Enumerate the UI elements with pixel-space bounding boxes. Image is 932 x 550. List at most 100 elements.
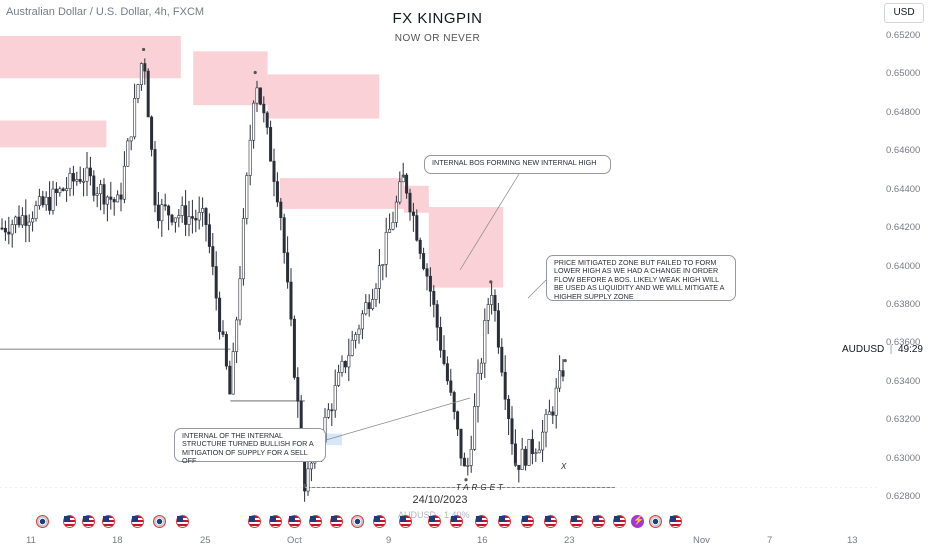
- event-flag-icon[interactable]: [309, 515, 322, 528]
- candle-body: [493, 295, 497, 311]
- event-flag-icon[interactable]: [82, 515, 95, 528]
- candle-body: [190, 216, 194, 219]
- event-flag-icon[interactable]: [475, 515, 488, 528]
- event-flag-icon[interactable]: [269, 515, 282, 528]
- price-tick: 0.63400: [886, 375, 921, 387]
- candle-body: [388, 228, 392, 233]
- candle-body: [136, 84, 140, 99]
- event-flag-icon[interactable]: [613, 515, 626, 528]
- candle-body: [105, 196, 109, 205]
- key-point-3: [402, 174, 406, 178]
- event-flag-icon[interactable]: [669, 515, 682, 528]
- candle-body: [286, 252, 290, 283]
- event-flag-icon[interactable]: [330, 515, 343, 528]
- candle-body: [483, 320, 487, 364]
- event-flag-icon[interactable]: [631, 515, 644, 528]
- candle-body: [51, 188, 55, 211]
- candle-body: [411, 211, 415, 216]
- time-tick: 13: [847, 535, 858, 546]
- candle-body: [408, 192, 412, 213]
- event-flag-icon[interactable]: [153, 515, 166, 528]
- zone-supply-4: [280, 178, 404, 209]
- event-flag-icon[interactable]: [399, 515, 412, 528]
- annotation-internal-structure[interactable]: INTERNAL OF THE INTERNAL STRUCTURE TURNE…: [174, 428, 326, 465]
- candle-body: [119, 194, 123, 200]
- candle-body: [507, 398, 511, 419]
- price-tick: 0.64400: [886, 183, 921, 195]
- price-tick: 0.64000: [886, 260, 921, 272]
- candle-body: [384, 232, 388, 265]
- candle-body: [357, 328, 361, 335]
- event-flag-icon[interactable]: [36, 515, 49, 528]
- event-flag-icon[interactable]: [544, 515, 557, 528]
- key-point-7: [563, 359, 567, 363]
- event-flag-icon[interactable]: [373, 515, 386, 528]
- event-flag-icon[interactable]: [63, 515, 76, 528]
- candle-body: [150, 116, 154, 150]
- event-flag-icon[interactable]: [570, 515, 583, 528]
- time-tick: 11: [26, 535, 36, 546]
- candle-body: [248, 139, 252, 176]
- candle-body: [252, 102, 256, 141]
- candle-body: [333, 385, 337, 411]
- candle-body: [517, 464, 521, 470]
- candle-body: [14, 216, 18, 225]
- candle-body: [75, 179, 79, 182]
- event-flag-icon[interactable]: [102, 515, 115, 528]
- candle-body: [503, 371, 507, 400]
- candle-body: [279, 201, 283, 218]
- currency-button[interactable]: USD: [884, 3, 924, 23]
- candle-body: [374, 288, 378, 300]
- chart-title: FX KINGPIN: [392, 10, 483, 27]
- candle-body: [476, 372, 480, 407]
- candle-body: [428, 275, 432, 292]
- symbol-info[interactable]: Australian Dollar / U.S. Dollar, 4h, FXC…: [6, 6, 205, 18]
- annotation-price-mitigated[interactable]: PRICE MITIGATED ZONE BUT FAILED TO FORM …: [546, 255, 736, 301]
- event-flag-icon[interactable]: [649, 515, 662, 528]
- candle-body: [41, 196, 45, 206]
- candle-body: [473, 406, 477, 450]
- candle-body: [330, 409, 334, 412]
- time-tick: 7: [767, 535, 773, 546]
- candle-body: [160, 204, 164, 222]
- candle-body: [282, 217, 286, 254]
- time-tick: 25: [200, 535, 211, 546]
- candle-body: [442, 349, 446, 364]
- zone-supply-3: [267, 74, 380, 119]
- event-flag-icon[interactable]: [248, 515, 261, 528]
- separator: |: [887, 344, 896, 355]
- candle-body: [337, 372, 341, 386]
- candle-body: [146, 70, 150, 118]
- candle-body: [214, 266, 218, 299]
- event-flag-icon[interactable]: [498, 515, 511, 528]
- candle-body: [235, 319, 239, 352]
- price-tick: 0.65200: [886, 30, 921, 41]
- event-flag-icon[interactable]: [176, 515, 189, 528]
- candle-body: [194, 217, 198, 221]
- candle-body: [360, 313, 364, 330]
- event-flag-icon[interactable]: [450, 515, 463, 528]
- event-flag-icon[interactable]: [288, 515, 301, 528]
- event-flag-icon[interactable]: [521, 515, 534, 528]
- event-flag-icon[interactable]: [592, 515, 605, 528]
- event-flag-icon[interactable]: [428, 515, 441, 528]
- price-tick: 0.63800: [886, 298, 921, 310]
- annotation-internal-bos[interactable]: INTERNAL BOS FORMING NEW INTERNAL HIGH: [424, 155, 611, 174]
- candle-body: [238, 278, 242, 321]
- crosshair-date-label: 24/10/2023: [412, 494, 468, 506]
- zone-supply-2: [193, 51, 268, 106]
- event-flag-icon[interactable]: [351, 515, 364, 528]
- countdown-label: 49:29: [897, 344, 923, 355]
- event-flag-icon[interactable]: [131, 515, 144, 528]
- candle-body: [17, 216, 21, 226]
- candle-body: [296, 377, 300, 402]
- candle-body: [544, 413, 548, 433]
- symbol-label: AUDUSD: [842, 344, 885, 355]
- candle-body: [292, 318, 296, 378]
- price-tick: 0.63600: [886, 337, 921, 349]
- candle-body: [524, 448, 528, 466]
- key-point-4: [464, 478, 468, 482]
- time-tick: 9: [386, 535, 392, 546]
